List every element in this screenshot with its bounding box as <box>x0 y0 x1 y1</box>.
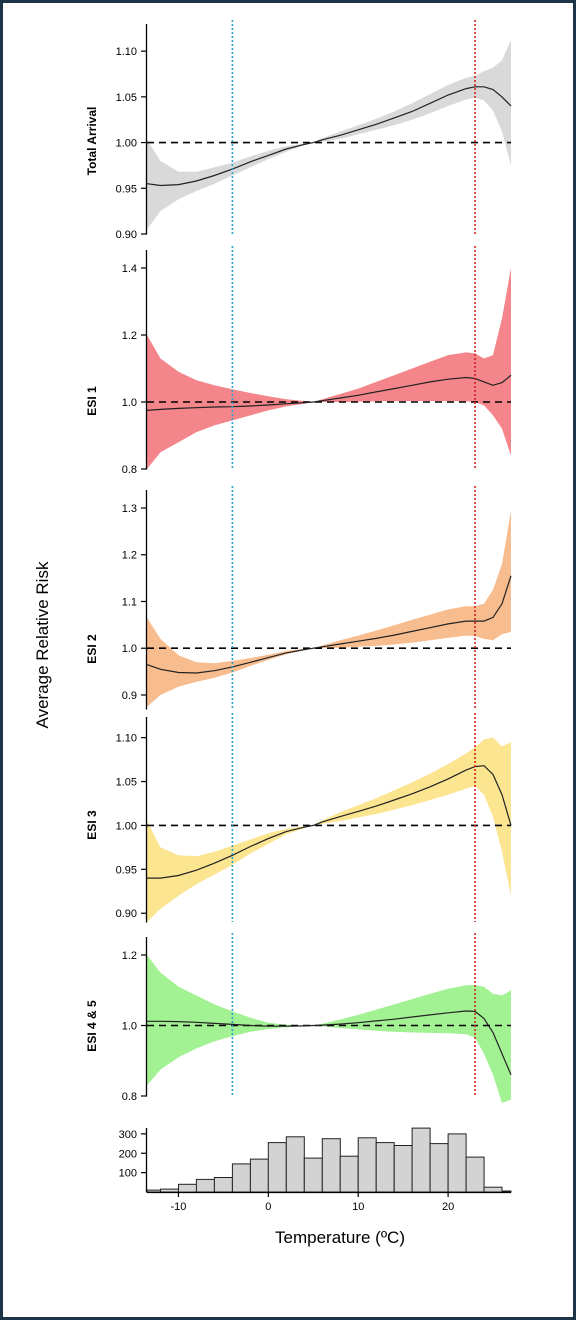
y-tick-label: 1.2 <box>122 950 137 962</box>
histogram-bar <box>195 1178 215 1193</box>
y-tick-label: 0.90 <box>116 908 137 920</box>
histogram-bar <box>285 1136 305 1193</box>
histogram-bar <box>267 1142 287 1193</box>
histogram-bar <box>393 1145 413 1193</box>
y-tick-label: 0.8 <box>122 464 137 476</box>
y-tick-label: 1.00 <box>116 820 137 832</box>
histogram-bar <box>339 1155 359 1193</box>
x-axis-title: Temperature (ºC) <box>275 1228 405 1247</box>
x-tick-label: -10 <box>171 1201 187 1213</box>
y-tick-label: 0.95 <box>116 864 137 876</box>
confidence-band <box>147 737 511 922</box>
panel-5: ESI 4 & 5 0.8 1.0 1.2 <box>85 933 512 1103</box>
histogram-bar <box>375 1142 395 1193</box>
histogram-bar <box>429 1143 449 1193</box>
histogram-bar <box>231 1163 251 1193</box>
histogram-bar <box>160 1188 179 1193</box>
histogram-bar <box>146 1189 161 1193</box>
y-tick-label: 1.00 <box>116 138 137 150</box>
histogram-bar <box>447 1133 467 1193</box>
y-tick-label: 1.05 <box>116 777 137 789</box>
y-tick-label: 1.0 <box>122 1021 137 1033</box>
x-tick-label: 0 <box>265 1201 271 1213</box>
panel-2: ESI 1 0.8 1.0 1.2 1.4 <box>85 246 512 476</box>
histogram-bar <box>249 1158 269 1193</box>
y-tick-label: 200 <box>119 1148 137 1160</box>
panel-4: ESI 3 0.90 0.95 1.00 1.05 1.10 <box>85 713 512 923</box>
y-tick-label: 0.90 <box>116 229 137 241</box>
y-tick-label: 0.8 <box>122 1091 137 1103</box>
histogram-bar <box>303 1157 323 1193</box>
y-tick-label: 1.2 <box>122 330 137 342</box>
x-tick-label: 10 <box>352 1201 364 1213</box>
panel-label: ESI 4 & 5 <box>85 1000 99 1052</box>
y-tick-label: 1.10 <box>116 733 137 745</box>
y-tick-label: 1.3 <box>122 503 137 515</box>
y-tick-label: 1.05 <box>116 92 137 104</box>
panel-1: Total Arrival 0.90 0.95 1.00 1.05 1.10 <box>85 20 512 241</box>
panel-label: Total Arrival <box>85 107 99 176</box>
y-tick-label: 1.10 <box>116 46 137 58</box>
y-axis-title: Average Relative Risk <box>33 561 52 728</box>
histogram-bar <box>178 1183 197 1193</box>
panel-label: ESI 3 <box>85 810 99 840</box>
histogram-bar <box>465 1156 485 1193</box>
confidence-band <box>147 40 511 230</box>
y-tick-label: 100 <box>119 1168 137 1180</box>
x-tick-label: 20 <box>442 1201 454 1213</box>
y-tick-label: 0.95 <box>116 183 137 195</box>
confidence-band <box>147 268 511 469</box>
panel-3: ESI 2 0.9 1.0 1.1 1.2 1.3 <box>85 486 512 710</box>
confidence-band <box>147 510 511 707</box>
histogram-bar <box>321 1138 341 1193</box>
y-tick-label: 1.1 <box>122 596 137 608</box>
histogram-bar <box>213 1177 233 1193</box>
y-tick-label: 1.0 <box>122 397 137 409</box>
y-tick-label: 1.2 <box>122 550 137 562</box>
panel-6: -10 0 10 20 100 200 300 <box>119 1127 512 1213</box>
panel-label: ESI 1 <box>85 386 99 416</box>
estimate-curve <box>147 1010 512 1076</box>
y-tick-label: 300 <box>119 1129 137 1141</box>
histogram-bar <box>357 1137 377 1193</box>
estimate-curve <box>146 86 512 187</box>
histogram-bar <box>483 1186 503 1193</box>
y-tick-label: 0.9 <box>122 690 137 702</box>
y-tick-label: 1.0 <box>122 643 137 655</box>
confidence-band <box>147 955 511 1103</box>
histogram-bar <box>411 1127 431 1193</box>
panel-label: ESI 2 <box>85 634 99 664</box>
estimate-curve <box>146 575 512 674</box>
y-tick-label: 1.4 <box>122 263 137 275</box>
